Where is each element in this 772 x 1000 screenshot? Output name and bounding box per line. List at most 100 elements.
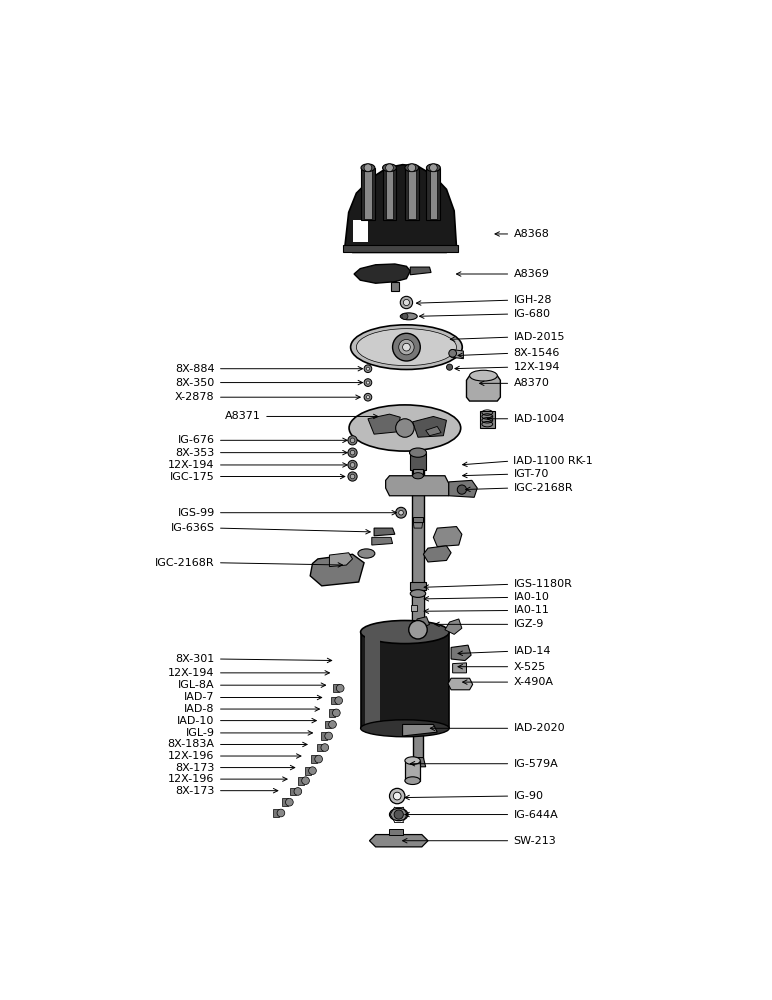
Ellipse shape bbox=[361, 620, 449, 644]
Text: 8X-884: 8X-884 bbox=[175, 364, 215, 374]
Circle shape bbox=[277, 809, 285, 817]
Text: X-525: X-525 bbox=[513, 662, 546, 672]
Polygon shape bbox=[411, 605, 417, 611]
Circle shape bbox=[364, 379, 372, 386]
Ellipse shape bbox=[357, 329, 456, 366]
Text: IAD-2015: IAD-2015 bbox=[513, 332, 565, 342]
Circle shape bbox=[367, 396, 370, 399]
Circle shape bbox=[337, 684, 344, 692]
Polygon shape bbox=[386, 476, 449, 496]
Polygon shape bbox=[449, 480, 477, 497]
Polygon shape bbox=[364, 170, 372, 219]
Circle shape bbox=[329, 721, 337, 728]
Polygon shape bbox=[333, 684, 339, 692]
Circle shape bbox=[396, 507, 406, 518]
Ellipse shape bbox=[405, 757, 420, 764]
Text: 8X-183A: 8X-183A bbox=[168, 739, 215, 749]
Polygon shape bbox=[405, 168, 418, 220]
Ellipse shape bbox=[361, 720, 449, 737]
Circle shape bbox=[309, 767, 317, 774]
Circle shape bbox=[350, 463, 355, 467]
Polygon shape bbox=[433, 527, 462, 547]
Circle shape bbox=[315, 755, 323, 763]
Polygon shape bbox=[390, 829, 402, 835]
Ellipse shape bbox=[358, 549, 375, 558]
Polygon shape bbox=[365, 636, 381, 724]
Ellipse shape bbox=[426, 164, 440, 172]
Polygon shape bbox=[331, 697, 337, 704]
Circle shape bbox=[286, 798, 293, 806]
Text: IGZ-9: IGZ-9 bbox=[513, 619, 543, 629]
Polygon shape bbox=[405, 761, 420, 781]
Polygon shape bbox=[402, 724, 437, 736]
Circle shape bbox=[325, 732, 333, 740]
Polygon shape bbox=[423, 546, 451, 562]
Circle shape bbox=[408, 164, 415, 172]
Text: IAD-2020: IAD-2020 bbox=[513, 723, 565, 733]
Text: IG-90: IG-90 bbox=[513, 791, 543, 801]
Circle shape bbox=[446, 364, 452, 370]
Circle shape bbox=[401, 313, 408, 319]
Ellipse shape bbox=[390, 808, 408, 821]
Text: 8X-350: 8X-350 bbox=[175, 378, 215, 388]
Polygon shape bbox=[325, 721, 331, 728]
Polygon shape bbox=[414, 617, 429, 628]
Circle shape bbox=[367, 381, 370, 384]
Polygon shape bbox=[386, 170, 394, 219]
Polygon shape bbox=[344, 245, 458, 252]
Ellipse shape bbox=[405, 777, 420, 785]
Circle shape bbox=[348, 448, 357, 457]
Text: IGC-2168R: IGC-2168R bbox=[155, 558, 215, 568]
Polygon shape bbox=[479, 411, 495, 428]
Polygon shape bbox=[361, 632, 449, 728]
Text: IG-579A: IG-579A bbox=[513, 759, 558, 769]
Text: IGT-70: IGT-70 bbox=[513, 469, 549, 479]
Text: IA0-10: IA0-10 bbox=[513, 592, 550, 602]
Polygon shape bbox=[290, 788, 296, 795]
Polygon shape bbox=[425, 426, 441, 436]
Polygon shape bbox=[353, 220, 368, 242]
Polygon shape bbox=[282, 798, 288, 806]
Polygon shape bbox=[466, 376, 500, 401]
Circle shape bbox=[364, 365, 372, 373]
Text: IG-680: IG-680 bbox=[513, 309, 550, 319]
Text: IAD-8: IAD-8 bbox=[185, 704, 215, 714]
Polygon shape bbox=[445, 619, 462, 634]
Text: IA0-11: IA0-11 bbox=[513, 605, 550, 615]
Polygon shape bbox=[409, 453, 426, 470]
Polygon shape bbox=[451, 645, 471, 661]
Polygon shape bbox=[412, 728, 423, 759]
Ellipse shape bbox=[400, 313, 417, 320]
Text: A8370: A8370 bbox=[513, 378, 550, 388]
Polygon shape bbox=[311, 755, 317, 763]
Text: X-490A: X-490A bbox=[513, 677, 554, 687]
Circle shape bbox=[350, 450, 355, 455]
Polygon shape bbox=[426, 168, 440, 220]
Ellipse shape bbox=[383, 164, 396, 172]
Ellipse shape bbox=[405, 164, 418, 172]
Circle shape bbox=[386, 164, 394, 172]
Text: IG-676: IG-676 bbox=[178, 435, 215, 445]
Circle shape bbox=[348, 436, 357, 445]
Text: A8369: A8369 bbox=[513, 269, 550, 279]
Text: A8371: A8371 bbox=[225, 411, 261, 421]
Circle shape bbox=[350, 438, 355, 443]
Text: IAD-7: IAD-7 bbox=[185, 692, 215, 702]
Text: 12X-194: 12X-194 bbox=[513, 362, 560, 372]
Ellipse shape bbox=[409, 448, 426, 457]
Circle shape bbox=[394, 810, 403, 819]
Text: IGC-175: IGC-175 bbox=[170, 472, 215, 482]
Circle shape bbox=[398, 339, 414, 355]
Text: IGS-99: IGS-99 bbox=[178, 508, 215, 518]
Text: IGL-9: IGL-9 bbox=[186, 728, 215, 738]
Ellipse shape bbox=[469, 370, 497, 381]
Text: 12X-194: 12X-194 bbox=[168, 460, 215, 470]
Text: X-2878: X-2878 bbox=[175, 392, 215, 402]
Circle shape bbox=[398, 510, 403, 515]
Polygon shape bbox=[305, 767, 311, 774]
Circle shape bbox=[400, 296, 412, 309]
Polygon shape bbox=[361, 168, 375, 220]
Polygon shape bbox=[329, 709, 335, 717]
Polygon shape bbox=[317, 744, 323, 751]
Text: IAD-1004: IAD-1004 bbox=[513, 414, 565, 424]
